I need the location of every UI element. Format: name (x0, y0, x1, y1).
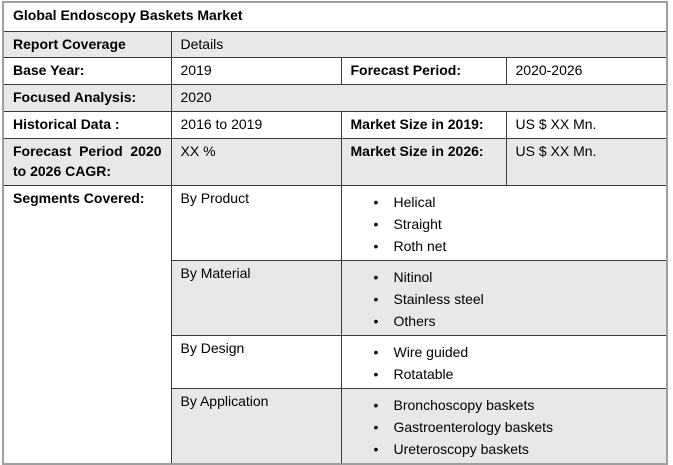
focused-analysis-value: 2020 (170, 84, 668, 113)
list-item: Others (351, 310, 658, 332)
list-item: Ureteroscopy baskets (351, 438, 658, 460)
historical-data-label: Historical Data : (2, 111, 172, 140)
table-row: Report Coverage Details (2, 30, 668, 59)
list-item: Straight (351, 213, 658, 235)
market-size-2026-value: US $ XX Mn. (505, 138, 668, 186)
table-row: Forecast Period 2020 to 2026 CAGR: XX % … (2, 138, 668, 186)
base-year-label: Base Year: (2, 57, 172, 86)
list-item: Bronchoscopy baskets (351, 394, 658, 416)
report-coverage-value: Details (170, 30, 668, 59)
list-item: Helical (351, 191, 658, 213)
forecast-period-label: Forecast Period: (340, 57, 507, 86)
list-item: Rotatable (351, 363, 658, 385)
list-item: Stainless steel (351, 288, 658, 310)
list-item: Roth net (351, 235, 658, 257)
segment-group-items: Bronchoscopy baskets Gastroenterology ba… (340, 387, 668, 465)
segment-group-name: By Application (170, 387, 342, 465)
segment-group-items: Nitinol Stainless steel Others (340, 259, 668, 336)
cagr-label: Forecast Period 2020 to 2026 CAGR: (2, 138, 172, 186)
forecast-period-value: 2020-2026 (505, 57, 668, 86)
focused-analysis-label: Focused Analysis: (2, 84, 172, 113)
table-row: Focused Analysis: 2020 (2, 84, 668, 113)
segment-group-items: Helical Straight Roth net (340, 184, 668, 261)
market-size-2026-label: Market Size in 2026: (340, 138, 507, 186)
list-item: Wire guided (351, 341, 658, 363)
segments-covered-label: Segments Covered: (2, 184, 172, 465)
segment-group-name: By Material (170, 259, 342, 336)
base-year-value: 2019 (170, 57, 342, 86)
segments-row-product: Segments Covered: By Product Helical Str… (2, 184, 668, 465)
segment-group-name: By Design (170, 334, 342, 389)
table-row: Base Year: 2019 Forecast Period: 2020-20… (2, 57, 668, 86)
segment-group-name: By Product (170, 184, 342, 261)
title-row: Global Endoscopy Baskets Market (2, 1, 668, 32)
page-title: Global Endoscopy Baskets Market (2, 1, 668, 32)
cagr-value: XX % (170, 138, 342, 186)
segments-row-design: By Design Wire guided Rotatable (3, 334, 668, 389)
market-size-2019-value: US $ XX Mn. (505, 111, 668, 140)
historical-data-value: 2016 to 2019 (170, 111, 342, 140)
segment-group-items: Wire guided Rotatable (340, 334, 668, 389)
list-item: Nitinol (351, 266, 658, 288)
list-item: Gastroenterology baskets (351, 416, 658, 438)
table-row: Historical Data : 2016 to 2019 Market Si… (2, 111, 668, 140)
segments-row-material: By Material Nitinol Stainless steel Othe… (3, 259, 668, 336)
market-size-2019-label: Market Size in 2019: (340, 111, 507, 140)
report-coverage-label: Report Coverage (2, 30, 172, 59)
